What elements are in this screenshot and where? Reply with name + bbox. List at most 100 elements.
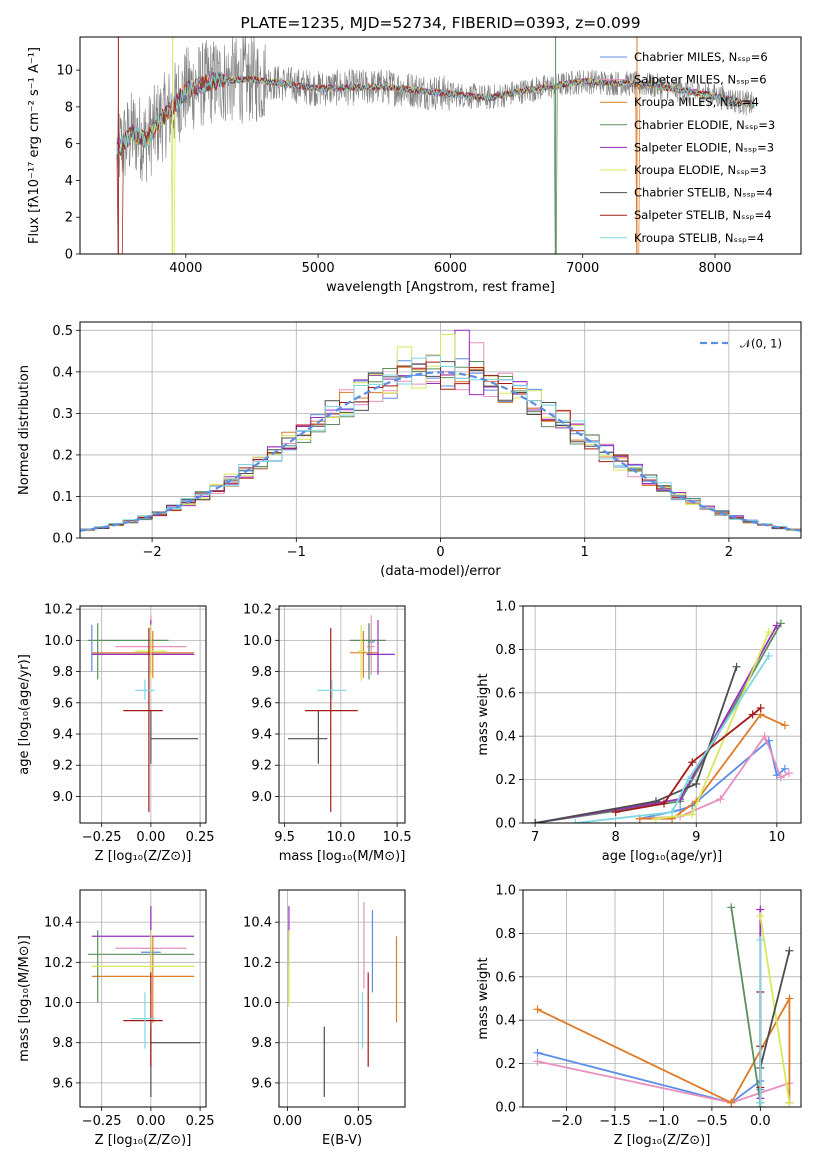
y-axis-label: mass weight [476,957,491,1039]
y-tick-label: 0.5 [52,324,73,339]
y-tick-label: 0.6 [495,686,516,701]
series-point-salpeter_miles [760,732,769,741]
series-point-kroupa_elodie [688,810,697,819]
y-tick-label: 9.6 [251,1076,272,1091]
y-tick-label: 9.6 [251,696,272,711]
series-point-chabrier_stelib [692,779,701,788]
series-point-salpeter_miles [716,795,725,804]
legend-label: Chabrier MILES, Nₛₛₚ=6 [634,50,768,64]
data-spectrum-line [116,37,755,182]
x-tick-label: 0 [436,545,444,560]
age-vs-Z-errorbars [87,615,199,813]
x-tick-label: 9.5 [274,830,295,845]
mass-weight-vs-age-frame [522,605,802,824]
series-point-kroupa_elodie [756,912,765,921]
x-tick-label: −1.0 [648,1114,680,1129]
x-tick-label: 0.25 [186,830,215,845]
y-tick-label: 9.8 [52,1036,73,1051]
series-point-kroupa_stelib [668,808,677,817]
spectrum-lines [116,37,755,254]
series-point-kroupa_stelib [756,1098,765,1107]
y-tick-label: 0.2 [495,1057,516,1072]
x-tick-label: 10 [769,830,786,845]
y-tick-label: 0.2 [495,773,516,788]
mass-vs-ebv-frame [278,889,406,1108]
y-tick-label: 9.6 [52,1076,73,1091]
x-tick-label: 0.25 [186,1114,215,1129]
y-axis-label: mass [log₁₀(M/M⊙)] [17,935,32,1062]
y-tick-label: 0.6 [495,970,516,985]
age-vs-mass-axes: 9.5 10.0 10.5 9.0 9.2 9.4 9.6 9.8 10.0 10.2 mass [… [243,603,412,864]
residual-hist-axes: −2 −1 0 1 2 0.0 0.1 0.2 0.3 0.4 0.5 (data-model)/er… [17,322,801,579]
series-point-kroupa_miles [780,721,789,730]
x-tick-label: −0.5 [696,1114,728,1129]
y-tick-label: 9.4 [251,728,272,743]
legend-label: Kroupa STELIB, Nₛₛₚ=4 [634,231,764,245]
y-tick-label: 10.0 [44,634,73,649]
mass-vs-Z-errorbars [87,906,201,1097]
y-tick-label: 9.6 [52,696,73,711]
spectrum-axes: 4000 5000 6000 7000 8000 0 2 4 6 8 10 wavelength [A… [27,47,732,295]
mass-weight-vs-age-series [531,619,793,823]
y-tick-label: 10.0 [243,634,272,649]
series-line-chabrier_elodie [730,907,762,1103]
series-point-salpeter_elodie [772,621,781,630]
y-tick-label: 0.4 [495,730,516,745]
series-point-chabrier_elodie [776,619,785,628]
series-point-kroupa_stelib [764,651,773,660]
series-point-chabrier_miles [780,764,789,773]
normal-curve [80,371,801,532]
model-spectrum-kroupa_stelib [116,73,755,155]
y-tick-label: 0.1 [52,490,73,505]
series-point-salpeter_stelib [688,758,697,767]
y-tick-label: 10.2 [44,603,73,618]
x-tick-label: 8 [612,830,620,845]
histogram-legend: 𝒩(0, 1) [700,337,782,351]
x-tick-label: 6000 [434,261,467,276]
x-tick-label: 1 [581,545,589,560]
x-axis-label: E(B-V) [322,1133,362,1148]
y-tick-label: 0.2 [52,448,73,463]
x-tick-label: 10.5 [383,830,412,845]
y-tick-label: 0.8 [495,927,516,942]
mass-vs-Z-frame [79,889,207,1108]
series-point-chabrier_elodie [727,903,736,912]
x-tick-label: 7000 [566,261,599,276]
x-tick-label: 2 [725,545,733,560]
series-point-salpeter_stelib [611,808,620,817]
y-tick-label: 2 [65,211,73,226]
y-tick-label: 9.8 [251,1036,272,1051]
x-tick-label: 0.00 [136,830,165,845]
legend-label: Chabrier ELODIE, Nₛₛₚ=3 [634,118,775,132]
age-vs-mass-frame [278,605,406,824]
y-tick-label: 0.4 [495,1014,516,1029]
series-point-kroupa_stelib [756,935,765,944]
series-line-salpeter_stelib [615,707,762,813]
y-tick-label: 9.0 [52,790,73,805]
series-line-chabrier_stelib [534,666,738,823]
residual-hist-frame [79,321,802,539]
y-tick-label: 9.2 [52,759,73,774]
x-tick-label: −0.25 [82,830,122,845]
y-tick-label: 9.2 [251,759,272,774]
series-point-chabrier_stelib [732,662,741,671]
legend-label: Salpeter STELIB, Nₛₛₚ=4 [634,208,772,222]
y-tick-label: 10.2 [44,956,73,971]
series-point-salpeter_stelib [756,703,765,712]
series-line-chabrier_miles [537,1051,762,1104]
x-axis-label: (data-model)/error [380,564,501,579]
mass-vs-ebv-errorbars [288,902,398,1097]
y-tick-label: 6 [65,137,73,152]
series-point-kroupa_elodie [651,814,660,823]
x-tick-label: 9 [692,830,700,845]
age-vs-Z-frame [79,605,207,824]
x-axis-label: wavelength [Angstrom, rest frame] [326,280,555,295]
y-axis-label: Normed distribution [17,365,32,495]
legend-label: Kroupa MILES, Nₛₛₚ=4 [634,95,759,109]
series-point-kroupa_stelib [684,775,693,784]
x-axis-label: mass [log₁₀(M/M⊙)] [279,849,406,864]
x-tick-label: 10.0 [326,830,355,845]
series-point-kroupa_miles [727,1098,736,1107]
series-point-salpeter_stelib [748,710,757,719]
